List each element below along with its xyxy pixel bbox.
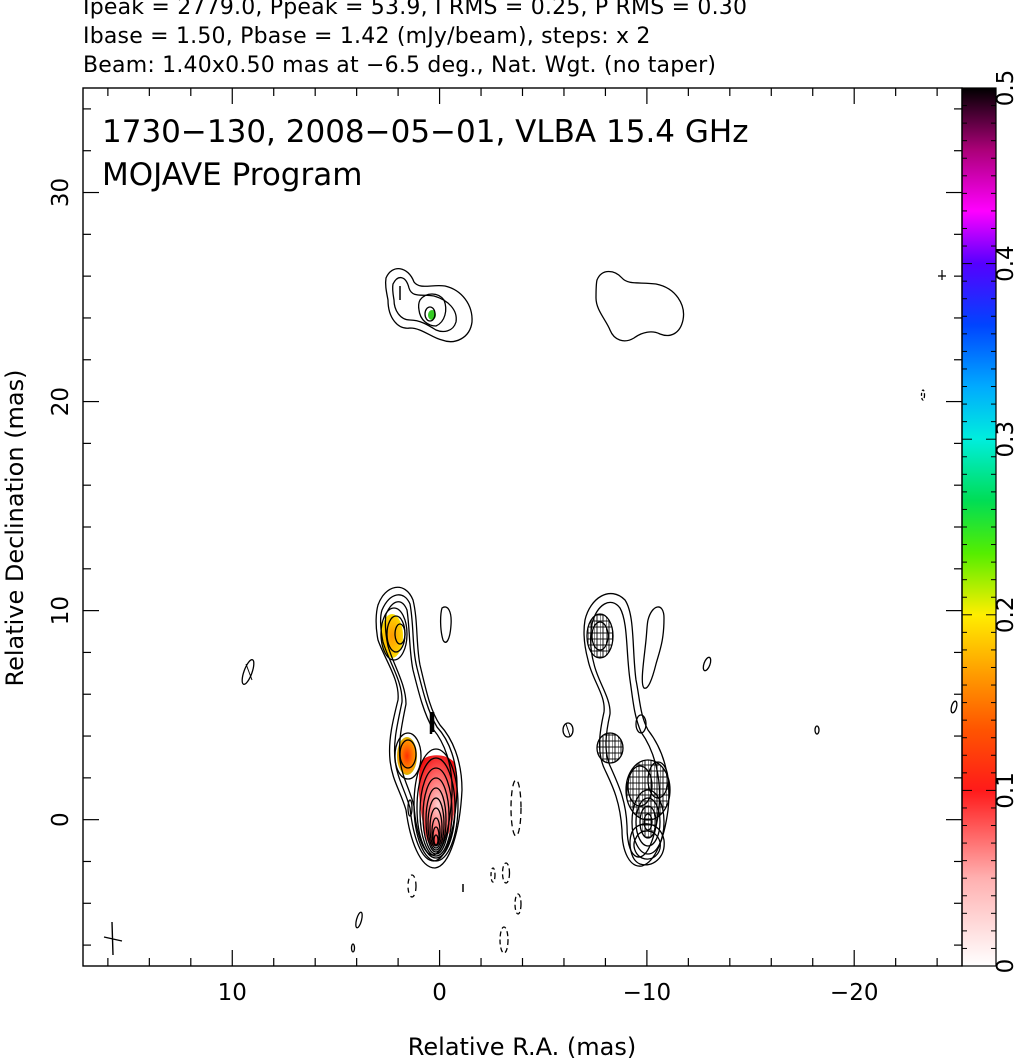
beam-marker xyxy=(103,921,123,956)
program-label: MOJAVE Program xyxy=(102,157,362,193)
colorbar-tick-label: 0.2 xyxy=(993,597,1019,634)
x-tick-labels: 10 0 −10 −20 xyxy=(218,980,879,1006)
y-tick-label: 0 xyxy=(48,812,74,827)
colorbar-tick-labels: 0 0.1 0.2 0.3 0.4 0.5 xyxy=(993,70,1019,974)
x-tick-label: −10 xyxy=(623,980,672,1006)
y-axis-title: Relative Declination (mas) xyxy=(1,369,29,686)
y-tick-labels: 0 10 20 30 xyxy=(48,178,74,827)
y-tick-label: 20 xyxy=(48,387,74,416)
colorbar-gradient xyxy=(962,88,996,966)
x-tick-label: 10 xyxy=(218,980,247,1006)
y-tick-label: 30 xyxy=(48,178,74,207)
header-line-1: Ipeak = 2779.0, Ppeak = 53.9, I RMS = 0.… xyxy=(83,0,748,20)
x-tick-label: 0 xyxy=(432,980,447,1006)
plot-frame xyxy=(82,87,963,967)
map-title: 1730−130, 2008−05−01, VLBA 15.4 GHz xyxy=(102,114,748,150)
colorbar-tick-label: 0.5 xyxy=(993,70,1019,107)
colorbar-tick-label: 0.1 xyxy=(993,772,1019,809)
x-tick-label: −20 xyxy=(830,980,879,1006)
polarization-map xyxy=(562,270,958,867)
intensity-map xyxy=(103,268,926,956)
y-tick-label: 10 xyxy=(48,596,74,625)
colorbar-tick-label: 0 xyxy=(993,959,1019,974)
header-line-3: Beam: 1.40x0.50 mas at −6.5 deg., Nat. W… xyxy=(83,53,717,78)
axis-ticks xyxy=(83,88,962,966)
x-axis-title: Relative R.A. (mas) xyxy=(408,1033,636,1061)
colorbar-tick-label: 0.3 xyxy=(993,421,1019,458)
colorbar-ticks xyxy=(962,87,996,967)
colorbar-tick-label: 0.4 xyxy=(993,245,1019,282)
header-line-2: Ibase = 1.50, Pbase = 1.42 (mJy/beam), s… xyxy=(83,24,651,49)
